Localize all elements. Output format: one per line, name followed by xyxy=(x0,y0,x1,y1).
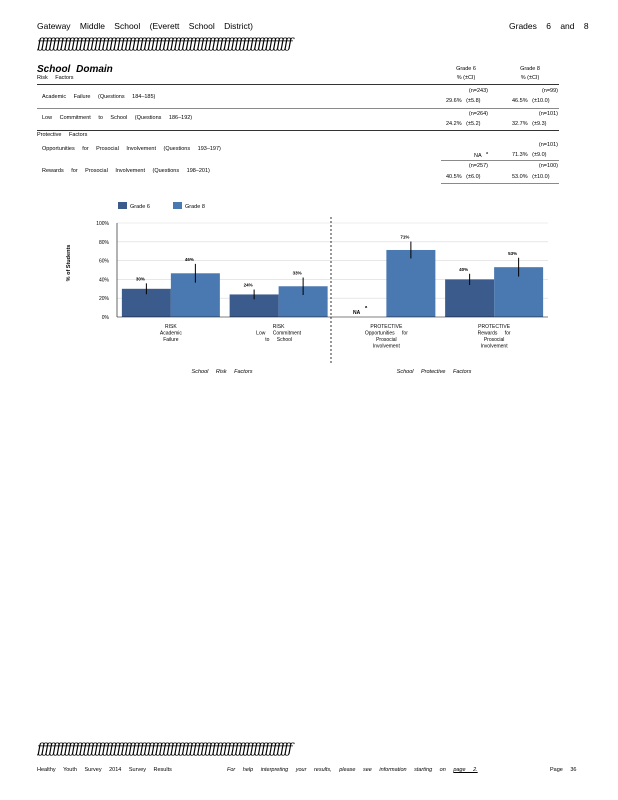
row3-rule xyxy=(441,160,559,161)
bar-grade-6 xyxy=(445,279,495,317)
row3-v-grade8: 71.3% (±9.0) xyxy=(512,152,547,158)
header-decoration: ƒƒƒƒƒƒƒƒƒƒƒƒƒƒƒƒƒƒƒƒƒƒƒƒƒƒƒƒƒƒƒƒƒƒƒƒƒƒƒƒ… xyxy=(37,36,293,52)
row2-v-grade6: 24.2% (±5.2) xyxy=(446,121,481,127)
na-superscript: a xyxy=(365,304,368,309)
school-domain-chart: Grade 6 Grade 8 % of Students 0% 20% 40% 60… xyxy=(66,202,548,375)
row4-rule xyxy=(441,183,559,184)
y-tick-label: 60% xyxy=(99,259,110,265)
col-header-grade8: Grade 8 xyxy=(520,66,540,72)
row2-v-grade8: 32.7% (±9.3) xyxy=(512,121,547,127)
category-label-line: Rewards for xyxy=(478,331,511,337)
group-label-risk: School Risk Factors xyxy=(192,369,253,375)
bar-value-label: 40% xyxy=(459,267,468,272)
y-tick-label: 100% xyxy=(96,221,109,227)
category-label-line: Low Commitment xyxy=(256,331,302,337)
y-tick-label: 0% xyxy=(102,315,110,321)
col-header-grade6: Grade 6 xyxy=(456,66,476,72)
col-sub-grade6: % (±CI) xyxy=(456,75,476,81)
footer-help-text: For help interpreting your results, plea… xyxy=(227,767,478,773)
category-label-line: Involvement xyxy=(373,344,401,350)
category-label-line: Failure xyxy=(163,337,179,343)
category-label-line: Prosocial xyxy=(376,337,397,343)
row4-n-grade6: (n=257) xyxy=(468,163,488,169)
document-header-title: Gateway Middle School (Everett School Di… xyxy=(37,21,253,31)
grades-label: Grades 6 and 8 xyxy=(509,21,589,31)
footer-survey-name: Healthy Youth Survey 2014 Survey Results xyxy=(37,767,172,773)
y-tick-label: 80% xyxy=(99,240,110,246)
category-label-line: Opportunities for xyxy=(365,331,408,337)
y-tick-label: 20% xyxy=(99,296,110,302)
row3-v-grade6: NA a xyxy=(474,150,489,159)
legend-label-grade8: Grade 8 xyxy=(185,204,205,210)
bar-labels: 30% 46% 24% 33% 71% 40% 53% xyxy=(136,235,517,288)
bar-value-label: 53% xyxy=(508,251,517,256)
row1-n-grade8: (n=99) xyxy=(541,88,558,94)
y-tick-labels: 0% 20% 40% 60% 80% 100% xyxy=(96,221,109,321)
row1-n-grade6: (n=243) xyxy=(468,88,488,94)
risk-section-rule xyxy=(37,130,559,131)
bar-value-label: 24% xyxy=(244,283,253,288)
footer-page-number: Page 36 xyxy=(550,767,577,773)
category-label-line: Prosocial xyxy=(484,337,505,343)
row2-n-grade8: (n=101) xyxy=(538,111,558,117)
legend-swatch-grade6 xyxy=(118,202,127,209)
row2-label: Low Commitment to School (Questions 186–… xyxy=(42,115,193,121)
na-label: NA xyxy=(353,310,361,316)
row4-n-grade8: (n=100) xyxy=(538,163,558,169)
legend-swatch-grade8 xyxy=(173,202,182,209)
header-rule xyxy=(37,84,559,85)
row1-v-grade8: 46.5% (±10.0) xyxy=(512,98,550,104)
bar-grade-8 xyxy=(386,249,436,317)
bar-grade-6 xyxy=(229,294,279,317)
row4-label: Rewards for Prosocial Involvement (Quest… xyxy=(42,168,210,174)
category-label-line: PROTECTIVE xyxy=(370,324,403,330)
bar-value-label: 71% xyxy=(400,235,409,240)
domain-title: School Domain xyxy=(37,64,113,75)
row1-label: Academic Failure (Questions 184–185) xyxy=(42,94,156,100)
category-label-line: RISK xyxy=(273,324,285,330)
row2-n-grade6: (n=264) xyxy=(468,111,488,117)
footer-decoration: ƒƒƒƒƒƒƒƒƒƒƒƒƒƒƒƒƒƒƒƒƒƒƒƒƒƒƒƒƒƒƒƒƒƒƒƒƒƒƒƒ… xyxy=(37,741,293,757)
bar-value-label: 33% xyxy=(293,271,302,276)
risk-factors-heading: Risk Factors xyxy=(37,75,74,81)
category-label-line: Involvement xyxy=(481,344,509,350)
row3-label: Opportunities for Prosocial Involvement … xyxy=(42,146,221,152)
row1-rule xyxy=(37,108,559,109)
category-label-line: RISK xyxy=(165,324,177,330)
row4-v-grade6: 40.5% (±6.0) xyxy=(446,174,481,180)
help-page-link[interactable]: page 2. xyxy=(453,767,478,773)
col-sub-grade8: % (±CI) xyxy=(520,75,540,81)
legend-label-grade6: Grade 6 xyxy=(130,204,150,210)
category-label-line: Academic xyxy=(160,331,182,337)
row4-v-grade8: 53.0% (±10.0) xyxy=(512,174,550,180)
y-axis-label: % of Students xyxy=(66,245,72,282)
category-label-line: PROTECTIVE xyxy=(478,324,511,330)
error-bars xyxy=(145,241,520,300)
row1-v-grade6: 29.6% (±5.8) xyxy=(446,98,481,104)
row3-n-grade8: (n=101) xyxy=(538,142,558,148)
category-label-line: to School xyxy=(265,337,292,343)
protective-factors-heading: Protective Factors xyxy=(37,132,88,138)
group-label-protective: School Protective Factors xyxy=(397,369,472,375)
bar-value-label: 46% xyxy=(185,257,194,262)
y-tick-label: 40% xyxy=(99,277,110,283)
bar-value-label: 30% xyxy=(136,276,145,281)
